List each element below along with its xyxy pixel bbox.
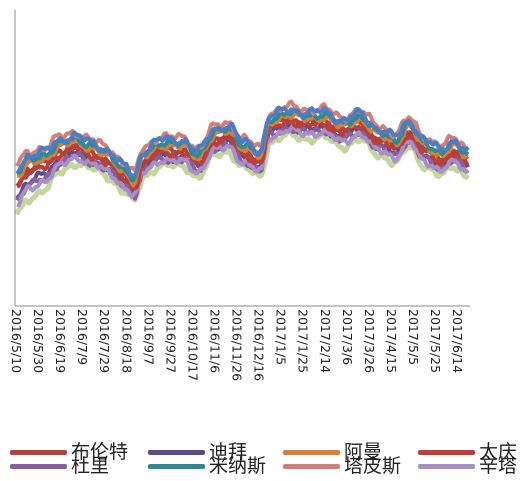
series-line-taiqing bbox=[16, 117, 470, 191]
x-tick-label: 2016/7/9 bbox=[75, 309, 90, 365]
x-tick-label: 2017/3/6 bbox=[340, 309, 355, 365]
series-line-highlight-high bbox=[15, 105, 470, 178]
x-tick-label: 2017/1/25 bbox=[296, 309, 311, 373]
x-tick-label: 2016/5/10 bbox=[9, 309, 24, 373]
x-tick-label: 2016/12/16 bbox=[252, 309, 267, 381]
x-tick-label: 2017/6/14 bbox=[450, 309, 465, 373]
x-tick-label: 2016/5/30 bbox=[31, 309, 46, 373]
series-line-xinta bbox=[16, 124, 469, 208]
x-tick-label: 2017/1/5 bbox=[274, 309, 289, 365]
x-tick-label: 2017/4/15 bbox=[384, 309, 399, 373]
x-tick-label: 2016/11/26 bbox=[230, 309, 245, 381]
x-tick-label: 2016/9/7 bbox=[141, 309, 156, 365]
x-tick-label: 2017/3/26 bbox=[362, 309, 377, 373]
x-tick-label: 2016/9/27 bbox=[163, 309, 178, 373]
x-tick-label: 2016/6/19 bbox=[53, 309, 68, 373]
x-tick-label: 2017/2/14 bbox=[318, 309, 333, 373]
x-tick-label: 2017/5/5 bbox=[406, 309, 421, 365]
series-layer bbox=[14, 99, 470, 216]
x-tick-label: 2016/10/17 bbox=[185, 309, 200, 381]
x-tick-labels: 2016/5/10 2016/5/30 2016/6/19 2016/7/9 2016/… bbox=[9, 309, 465, 381]
x-tick-label: 2016/11/6 bbox=[208, 309, 223, 373]
x-tick-label: 2017/5/25 bbox=[428, 309, 443, 373]
x-tick-label: 2016/7/29 bbox=[97, 309, 112, 373]
x-tick-label: 2016/8/18 bbox=[119, 309, 134, 373]
